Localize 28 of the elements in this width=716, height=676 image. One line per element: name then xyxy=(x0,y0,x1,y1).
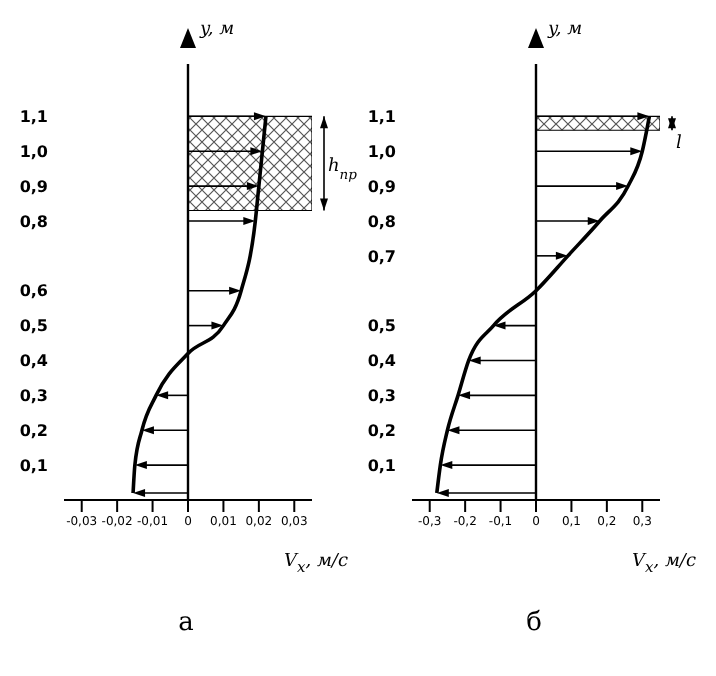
y-tick-label: 0,2 xyxy=(19,421,48,440)
text: а xyxy=(176,608,196,638)
y-axis-title: y, м xyxy=(200,20,235,40)
y-tick-label: 1,0 xyxy=(367,142,397,161)
x-axis-title: V$_{x}$, м/с xyxy=(284,552,348,576)
y-tick-label: 0,5 xyxy=(19,317,49,336)
y-tick-label: 0,7 xyxy=(367,247,396,266)
y-tick-label: 1,1 xyxy=(19,108,49,126)
y-tick-label: 0,6 xyxy=(19,282,49,301)
y-axis-title: y, м xyxy=(548,20,583,40)
y-tick-label: 0,4 xyxy=(19,352,49,371)
y-tick-label: 1,1 xyxy=(367,108,397,126)
x-axis-title: V$_{x}$, м/с xyxy=(632,552,696,576)
text: б xyxy=(524,608,544,638)
y-tick-label: 0,3 xyxy=(19,387,48,406)
y-tick-label: 0,3 xyxy=(367,387,396,406)
y-tick-label: 0,1 xyxy=(367,456,397,475)
y-tick-label: 0,9 xyxy=(19,177,49,196)
y-tick-label: 0,8 xyxy=(19,212,49,231)
y-tick-label: 0,1 xyxy=(19,456,49,475)
y-tick-label: 0,4 xyxy=(367,352,397,371)
y-tick-label: 1,0 xyxy=(19,142,49,161)
y-tick-label: 0,8 xyxy=(367,212,397,231)
text: l xyxy=(676,134,682,155)
text: h$_{пр}$ xyxy=(328,157,359,184)
y-tick-label: 0,5 xyxy=(367,317,397,336)
y-tick-label: 0,2 xyxy=(367,421,396,440)
y-tick-label: 0,9 xyxy=(367,177,397,196)
